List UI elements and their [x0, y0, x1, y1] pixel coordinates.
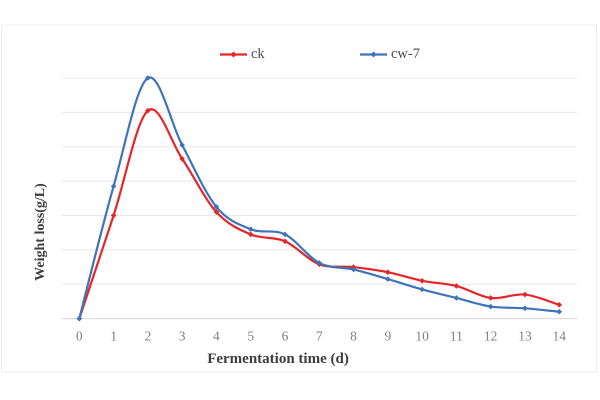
data-point-marker-ck — [453, 283, 460, 289]
x-tick-label: 10 — [415, 329, 429, 344]
data-point-marker-cw-7 — [453, 295, 460, 301]
data-point-marker-cw-7 — [247, 226, 254, 233]
series-line-cw-7 — [78, 76, 561, 320]
data-point-marker-cw-7 — [419, 286, 425, 293]
legend-label-cw7: cw-7 — [391, 46, 420, 62]
legend-label-ck: ck — [251, 46, 265, 62]
x-tick-label: 5 — [247, 329, 254, 344]
data-point-marker-ck — [213, 209, 220, 215]
y-axis-title: Weight loss(g/L) — [33, 183, 48, 281]
x-tick-label: 11 — [450, 329, 463, 344]
chart-area-border — [1, 24, 597, 373]
x-tick-label: 0 — [76, 329, 83, 344]
data-point-marker-cw-7 — [556, 308, 563, 315]
legend-marker-ck — [230, 51, 237, 58]
data-point-marker-ck — [247, 231, 254, 238]
data-point-marker-cw-7 — [110, 183, 117, 190]
data-point-marker-cw-7 — [76, 315, 83, 322]
data-point-marker-cw-7 — [316, 260, 323, 266]
data-point-marker-ck — [419, 277, 425, 284]
data-point-marker-cw-7 — [385, 276, 391, 282]
x-tick-label: 6 — [282, 329, 289, 344]
x-tick-label: 1 — [110, 329, 117, 344]
data-point-marker-ck — [179, 155, 185, 162]
x-tick-label: 12 — [484, 329, 498, 344]
data-point-marker-cw-7 — [522, 305, 528, 312]
data-point-marker-ck — [487, 295, 494, 301]
x-tick-label: 8 — [350, 329, 357, 344]
x-tick-label: 2 — [144, 329, 151, 344]
legend-marker-cw-7 — [370, 51, 377, 58]
series-line-ck — [78, 108, 561, 320]
data-point-marker-ck — [110, 212, 117, 219]
data-point-marker-cw-7 — [145, 75, 151, 81]
x-tick-label: 9 — [384, 329, 391, 344]
data-point-marker-ck — [282, 238, 288, 245]
data-point-marker-cw-7 — [179, 142, 185, 148]
x-tick-label: 3 — [179, 329, 186, 344]
data-point-marker-cw-7 — [350, 266, 357, 273]
x-tick-label: 13 — [518, 329, 532, 344]
x-tick-label: 4 — [213, 329, 220, 344]
x-axis-title: Fermentation time (d) — [207, 351, 349, 367]
x-tick-label: 14 — [552, 329, 566, 344]
data-point-marker-cw-7 — [213, 204, 220, 210]
data-point-marker-ck — [556, 302, 563, 308]
data-point-marker-ck — [145, 107, 151, 114]
data-point-marker-ck — [522, 291, 528, 298]
data-point-marker-cw-7 — [487, 303, 494, 310]
x-tick-label: 7 — [316, 329, 323, 344]
data-point-marker-cw-7 — [282, 231, 288, 238]
data-point-marker-ck — [385, 269, 391, 276]
